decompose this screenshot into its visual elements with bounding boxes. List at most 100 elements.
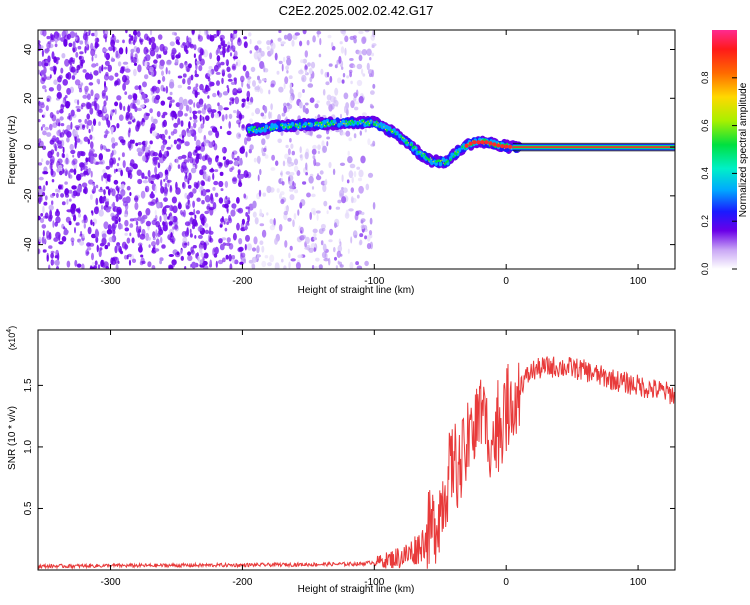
noise-blob	[199, 153, 202, 160]
noise-blob	[251, 256, 257, 263]
y-tick-label: -20	[23, 188, 34, 203]
noise-blob	[142, 117, 145, 122]
noise-blob	[241, 218, 245, 225]
noise-blob	[93, 158, 97, 164]
noise-blob	[153, 59, 158, 64]
noise-blob	[69, 168, 74, 173]
noise-blob	[97, 264, 101, 269]
noise-blob	[64, 58, 70, 67]
noise-blob	[228, 243, 234, 250]
noise-blob	[193, 221, 199, 227]
ridge-blob	[316, 121, 319, 124]
noise-blob	[344, 105, 347, 114]
noise-blob	[144, 74, 149, 80]
y-tick-label: 1.0	[23, 440, 34, 454]
noise-blob	[182, 78, 186, 85]
noise-blob	[204, 210, 210, 215]
noise-blob	[130, 56, 133, 63]
noise-blob	[111, 56, 114, 63]
noise-blob	[137, 216, 142, 222]
ridge-blob	[346, 122, 349, 126]
noise-blob	[232, 232, 237, 241]
noise-blob	[191, 30, 195, 35]
noise-blob	[223, 160, 229, 168]
ridge-blob	[289, 126, 291, 128]
noise-blob	[258, 79, 262, 84]
noise-blob	[69, 143, 74, 151]
noise-blob	[105, 186, 110, 190]
noise-blob	[178, 102, 184, 111]
ridge-blob	[302, 126, 304, 128]
noise-blob	[65, 73, 70, 79]
noise-blob	[232, 92, 238, 96]
noise-blob	[215, 155, 219, 159]
noise-blob	[110, 137, 116, 144]
noise-blob	[57, 164, 63, 170]
noise-blob	[203, 252, 209, 259]
noise-blob	[68, 59, 72, 64]
noise-blob	[226, 66, 231, 73]
noise-blob	[45, 180, 48, 186]
noise-blob	[291, 150, 295, 156]
noise-blob	[196, 197, 201, 202]
noise-blob	[194, 235, 197, 239]
noise-blob	[101, 92, 106, 99]
noise-blob	[111, 225, 116, 232]
noise-blob	[91, 233, 97, 239]
ridge-blob	[314, 121, 317, 125]
noise-blob	[168, 254, 174, 257]
ridge-blob	[443, 162, 446, 166]
noise-blob	[147, 237, 151, 241]
noise-blob	[214, 246, 219, 255]
noise-blob	[50, 252, 54, 259]
noise-blob	[236, 119, 242, 125]
noise-blob	[267, 262, 272, 267]
noise-blob	[266, 185, 272, 194]
noise-blob	[321, 228, 326, 232]
noise-blob	[312, 155, 316, 160]
noise-blob	[263, 106, 266, 111]
noise-blob	[64, 227, 68, 235]
noise-blob	[77, 45, 82, 50]
noise-blob	[76, 108, 81, 112]
noise-blob	[293, 213, 297, 220]
noise-blob	[247, 79, 251, 85]
noise-blob	[353, 96, 357, 102]
noise-blob	[46, 35, 51, 40]
noise-blob	[137, 178, 143, 185]
noise-blob	[165, 85, 169, 94]
spectrogram-xlabel: Height of straight line (km)	[298, 285, 415, 296]
noise-blob	[334, 222, 337, 229]
noise-blob	[231, 63, 237, 71]
noise-blob	[151, 265, 156, 269]
ridge-blob	[442, 162, 444, 164]
noise-blob	[46, 42, 51, 50]
noise-blob	[316, 134, 322, 139]
noise-blob	[87, 119, 93, 126]
noise-blob	[116, 162, 120, 167]
noise-blob	[261, 245, 265, 253]
noise-blob	[283, 34, 288, 40]
noise-blob	[38, 119, 41, 123]
noise-blob	[66, 87, 71, 95]
noise-blob	[92, 183, 96, 187]
noise-blob	[144, 140, 148, 146]
noise-blob	[245, 222, 250, 227]
noise-blob	[190, 74, 194, 81]
noise-blob	[308, 176, 314, 184]
noise-blob	[149, 49, 156, 57]
noise-blob	[114, 245, 118, 254]
noise-blob	[236, 132, 242, 139]
noise-blob	[70, 149, 76, 155]
noise-blob	[219, 171, 224, 176]
noise-blob	[285, 65, 289, 71]
noise-blob	[75, 51, 79, 58]
ridge-blob	[375, 120, 378, 124]
noise-blob	[253, 236, 258, 245]
noise-blob	[58, 129, 61, 134]
noise-blob	[82, 69, 87, 73]
noise-blob	[152, 152, 158, 157]
noise-blob	[64, 168, 68, 176]
noise-blob	[313, 237, 318, 241]
